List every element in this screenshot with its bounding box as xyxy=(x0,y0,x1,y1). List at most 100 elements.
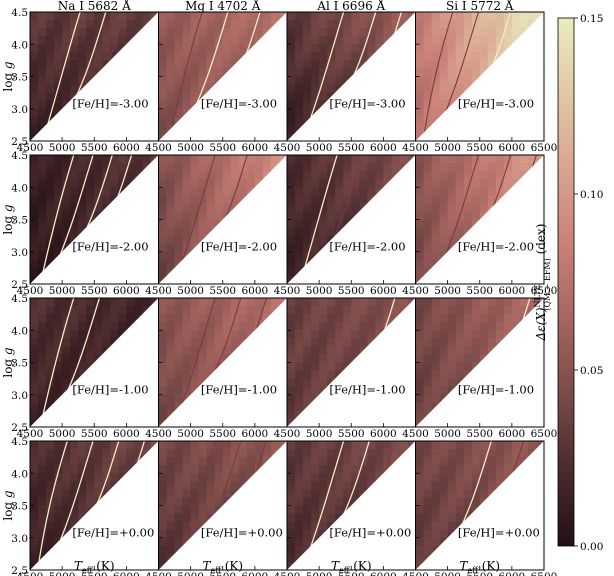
heatmap-cell xyxy=(206,52,216,61)
heatmap-cell xyxy=(447,171,457,180)
heatmap-cell xyxy=(158,20,168,29)
heatmap-cell xyxy=(190,171,200,180)
heatmap-cell xyxy=(62,20,71,29)
metallicity-label: [Fe/H]=-1.00 xyxy=(329,382,405,396)
y-tick-label: 2.5 xyxy=(11,279,28,291)
heatmap-cell xyxy=(182,92,192,102)
heatmap-cell xyxy=(46,179,55,188)
heatmap-cell xyxy=(54,529,63,539)
heatmap-cell xyxy=(158,155,168,164)
heatmap-cell xyxy=(423,28,433,37)
heatmap-cell xyxy=(343,163,352,172)
heatmap-cell xyxy=(182,473,192,482)
heatmap-cell xyxy=(487,322,497,331)
heatmap-cell xyxy=(479,36,489,45)
heatmap-cell xyxy=(423,473,433,482)
heatmap-cell xyxy=(222,489,232,499)
heatmap-cell xyxy=(70,346,79,356)
heatmap-cell xyxy=(471,36,481,45)
heatmap-cell xyxy=(190,346,200,356)
heatmap-cell xyxy=(38,219,47,229)
heatmap-cell xyxy=(423,155,433,164)
heatmap-cell xyxy=(166,68,176,78)
heatmap-cell xyxy=(222,171,232,180)
heatmap-cell xyxy=(303,457,312,466)
heatmap-cell xyxy=(311,92,320,102)
heatmap-cell xyxy=(287,227,296,237)
heatmap-cell xyxy=(423,354,433,364)
heatmap-cell xyxy=(375,298,384,307)
heatmap-cell xyxy=(254,298,264,307)
heatmap-cell xyxy=(479,457,489,466)
heatmap-cell xyxy=(455,473,465,482)
heatmap-cell xyxy=(166,489,176,499)
heatmap-cell xyxy=(295,20,304,29)
heatmap-cell xyxy=(335,203,344,213)
heatmap-cell xyxy=(439,298,449,307)
heatmap-cell xyxy=(110,163,119,172)
heatmap-cell xyxy=(495,441,505,450)
heatmap-cell xyxy=(206,338,216,347)
heatmap-cell xyxy=(463,52,473,61)
heatmap-cell xyxy=(78,211,87,221)
heatmap-cell xyxy=(230,330,240,339)
empty-region xyxy=(30,298,159,427)
heatmap-cell xyxy=(166,171,176,180)
heatmap-cell xyxy=(303,108,312,118)
heatmap-cell xyxy=(343,12,352,21)
heatmap-cell xyxy=(311,505,320,515)
heatmap-cell xyxy=(30,386,39,396)
heatmap-cell xyxy=(287,44,296,53)
heatmap-cell xyxy=(367,171,376,180)
heatmap-cell xyxy=(311,44,320,53)
heatmap-cell xyxy=(287,346,296,356)
heatmap-cell xyxy=(238,187,248,196)
heatmap-cell xyxy=(46,322,55,331)
heatmap-cell xyxy=(455,171,465,180)
heatmap-cell xyxy=(431,537,441,547)
heatmap-cell xyxy=(327,68,336,78)
heatmap-cell xyxy=(415,203,425,213)
heatmap-cell xyxy=(479,171,489,180)
heatmap-cell xyxy=(295,346,304,356)
heatmap-cell xyxy=(158,370,168,380)
heatmap-cell xyxy=(359,481,368,490)
heatmap-cell xyxy=(335,497,344,507)
heatmap-cell xyxy=(78,195,87,204)
heatmap-cell xyxy=(423,227,433,237)
heatmap-cell xyxy=(287,243,296,253)
heatmap-cell xyxy=(319,171,328,180)
heatmap-cell xyxy=(319,497,328,507)
heatmap-cell xyxy=(471,52,481,61)
heatmap-cell xyxy=(38,330,47,339)
x-tick-label: 4500 xyxy=(402,428,429,440)
heatmap-cell xyxy=(471,441,481,450)
heatmap-cell xyxy=(102,322,111,331)
heatmap-cell xyxy=(295,68,304,78)
heatmap-cell xyxy=(158,100,168,110)
heatmap-cell xyxy=(230,36,240,45)
heatmap-cell xyxy=(102,20,111,29)
heatmap-cell xyxy=(78,362,87,372)
heatmap-cell xyxy=(230,12,240,21)
heatmap-cell xyxy=(431,322,441,331)
x-tick-label: 5000 xyxy=(434,428,461,440)
heatmap-cell xyxy=(174,219,184,229)
heatmap-cell xyxy=(62,36,71,45)
heatmap-cell xyxy=(287,537,296,547)
heatmap-cell xyxy=(62,449,71,458)
heatmap-cell xyxy=(327,306,336,315)
heatmap-cell xyxy=(190,306,200,315)
heatmap-cell xyxy=(30,227,39,237)
heatmap-cell xyxy=(198,449,208,458)
heatmap-cell xyxy=(198,505,208,515)
heatmap-cell xyxy=(303,28,312,37)
heatmap-cell xyxy=(287,163,296,172)
heatmap-cell xyxy=(238,473,248,482)
y-tick-label: 4.0 xyxy=(11,325,28,337)
heatmap-cell xyxy=(431,12,441,21)
heatmap-cell xyxy=(94,60,103,70)
heatmap-cell xyxy=(38,28,47,37)
heatmap-cell xyxy=(182,100,192,110)
heatmap-cell xyxy=(463,60,473,70)
